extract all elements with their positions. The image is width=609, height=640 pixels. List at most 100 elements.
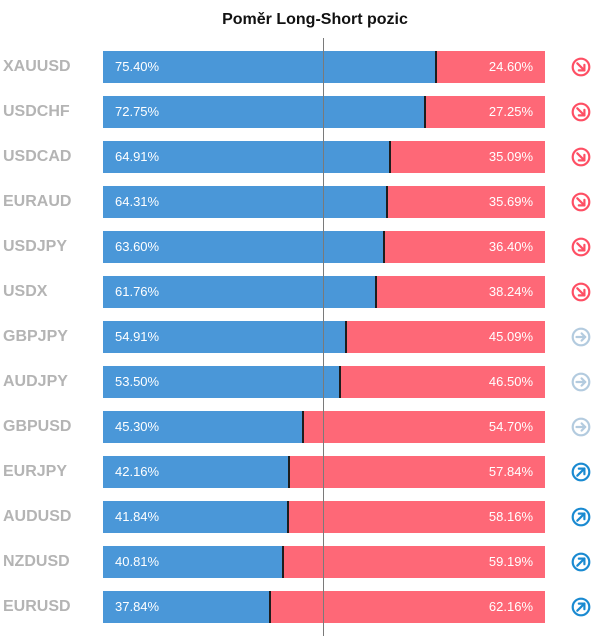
chart-row: AUDJPY 53.50% 46.50%: [0, 366, 609, 398]
arrow-down-right-icon: [571, 57, 591, 77]
long-bar: [103, 231, 385, 263]
short-value-label: 46.50%: [488, 374, 533, 389]
short-bar: 41.84% 58.16%: [103, 501, 545, 533]
long-bar: [103, 546, 284, 578]
category-label: GBPJPY: [3, 328, 68, 345]
short-bar: 72.75% 27.25%: [103, 96, 545, 128]
chart-row: EURAUD 64.31% 35.69%: [0, 186, 609, 218]
arrow-down-right-icon: [571, 192, 591, 212]
long-value-label: 41.84%: [115, 509, 160, 524]
arrow-down-right-icon: [571, 282, 591, 302]
short-bar: 54.91% 45.09%: [103, 321, 545, 353]
long-bar: [103, 276, 376, 308]
long-value-label: 45.30%: [115, 419, 160, 434]
long-bar: [103, 321, 346, 353]
category-label: NZDUSD: [3, 553, 70, 570]
long-bar: [103, 96, 425, 128]
arrow-up-right-icon: [571, 462, 591, 482]
long-value-label: 61.76%: [115, 284, 160, 299]
category-label: EURUSD: [3, 598, 71, 615]
category-label: EURAUD: [3, 193, 72, 210]
category-label: GBPUSD: [3, 418, 72, 435]
short-value-label: 35.09%: [488, 149, 533, 164]
short-value-label: 62.16%: [488, 599, 533, 614]
category-label: USDCHF: [3, 103, 70, 120]
category-label: XAUUSD: [3, 58, 71, 75]
bar-divider: [302, 411, 305, 443]
long-bar: [103, 591, 271, 623]
category-label: AUDUSD: [3, 508, 72, 525]
chart-title: Poměr Long-Short pozic: [222, 11, 408, 28]
arrow-down-right-icon: [571, 237, 591, 257]
long-bar: [103, 501, 288, 533]
chart-row: GBPJPY 54.91% 45.09%: [0, 321, 609, 353]
arrow-up-right-icon: [571, 552, 591, 572]
arrow-right-icon: [571, 372, 591, 392]
short-value-label: 59.19%: [488, 554, 533, 569]
short-bar: 42.16% 57.84%: [103, 456, 545, 488]
bar-divider: [269, 591, 272, 623]
short-value-label: 54.70%: [488, 419, 533, 434]
short-value-label: 57.84%: [488, 464, 533, 479]
chart-row: XAUUSD 75.40% 24.60%: [0, 51, 609, 83]
short-bar: 75.40% 24.60%: [103, 51, 545, 83]
chart-row: AUDUSD 41.84% 58.16%: [0, 501, 609, 533]
short-bar: 37.84% 62.16%: [103, 591, 545, 623]
long-value-label: 54.91%: [115, 329, 160, 344]
long-value-label: 63.60%: [115, 239, 160, 254]
chart-row: EURUSD 37.84% 62.16%: [0, 591, 609, 623]
long-value-label: 53.50%: [115, 374, 160, 389]
category-label: USDJPY: [3, 238, 68, 255]
short-value-label: 24.60%: [488, 59, 533, 74]
chart-row: USDJPY 63.60% 36.40%: [0, 231, 609, 263]
bar-divider: [383, 231, 386, 263]
category-label: USDX: [3, 283, 48, 300]
short-bar: 64.91% 35.09%: [103, 141, 545, 173]
chart-row: EURJPY 42.16% 57.84%: [0, 456, 609, 488]
long-value-label: 75.40%: [115, 59, 160, 74]
arrow-up-right-icon: [571, 507, 591, 527]
short-bar: 63.60% 36.40%: [103, 231, 545, 263]
short-bar: 61.76% 38.24%: [103, 276, 545, 308]
long-value-label: 72.75%: [115, 104, 160, 119]
short-bar: 64.31% 35.69%: [103, 186, 545, 218]
long-bar: [103, 51, 437, 83]
category-label: EURJPY: [3, 463, 68, 480]
bar-divider: [344, 321, 347, 353]
long-value-label: 64.31%: [115, 194, 160, 209]
category-label: AUDJPY: [3, 373, 68, 390]
chart-row: GBPUSD 45.30% 54.70%: [0, 411, 609, 443]
short-value-label: 35.69%: [488, 194, 533, 209]
bar-divider: [286, 501, 289, 533]
long-value-label: 42.16%: [115, 464, 160, 479]
arrow-up-right-icon: [571, 597, 591, 617]
chart-row: NZDUSD 40.81% 59.19%: [0, 546, 609, 578]
bar-divider: [388, 141, 391, 173]
arrow-right-icon: [571, 417, 591, 437]
short-bar: 45.30% 54.70%: [103, 411, 545, 443]
long-bar: [103, 456, 290, 488]
arrow-right-icon: [571, 327, 591, 347]
chart-row: USDCAD 64.91% 35.09%: [0, 141, 609, 173]
short-bar: 40.81% 59.19%: [103, 546, 545, 578]
long-bar: [103, 411, 304, 443]
bar-divider: [288, 456, 291, 488]
bar-divider: [435, 51, 438, 83]
long-value-label: 40.81%: [115, 554, 160, 569]
short-value-label: 58.16%: [488, 509, 533, 524]
long-bar: [103, 366, 340, 398]
arrow-down-right-icon: [571, 102, 591, 122]
chart-row: USDCHF 72.75% 27.25%: [0, 96, 609, 128]
bar-divider: [386, 186, 389, 218]
reference-line-50: [323, 38, 324, 636]
short-value-label: 36.40%: [488, 239, 533, 254]
short-value-label: 38.24%: [488, 284, 533, 299]
long-bar: [103, 186, 388, 218]
short-bar: 53.50% 46.50%: [103, 366, 545, 398]
long-value-label: 64.91%: [115, 149, 160, 164]
bar-divider: [375, 276, 377, 308]
category-label: USDCAD: [3, 148, 72, 165]
bar-divider: [338, 366, 341, 398]
chart-row: USDX 61.76% 38.24%: [0, 276, 609, 308]
